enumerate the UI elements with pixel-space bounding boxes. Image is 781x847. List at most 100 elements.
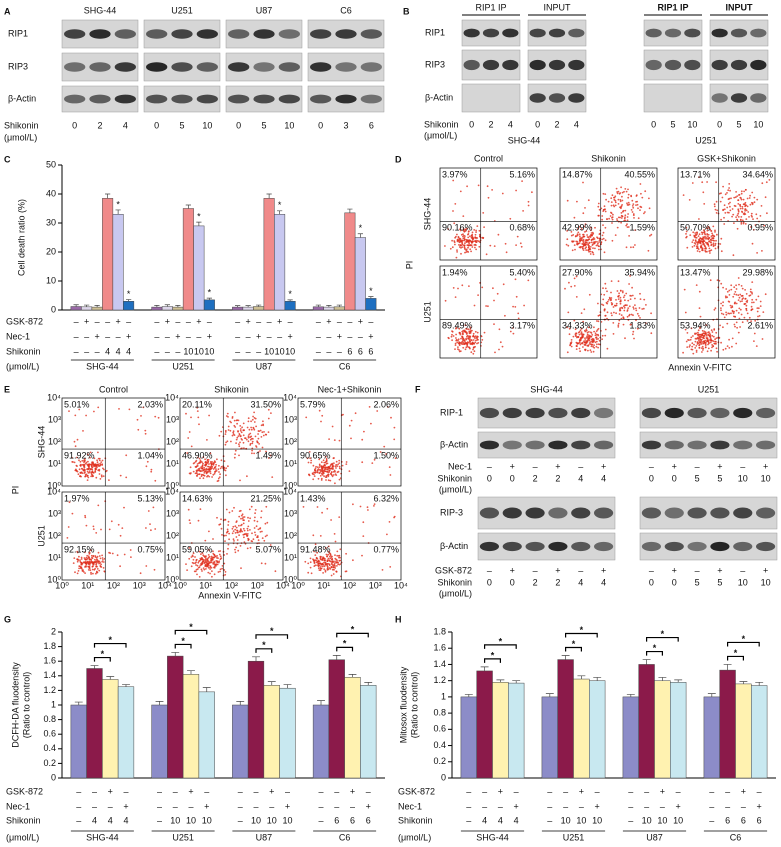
blot-band bbox=[571, 407, 591, 419]
event-dot bbox=[218, 464, 220, 467]
blot-band bbox=[664, 407, 684, 419]
event-dot bbox=[720, 309, 722, 312]
event-dot bbox=[606, 317, 608, 320]
event-dot bbox=[567, 311, 570, 314]
event-dot bbox=[234, 528, 237, 531]
event-dot bbox=[320, 461, 323, 464]
dose: 4 bbox=[601, 473, 606, 483]
event-dot bbox=[712, 242, 715, 245]
event-dot bbox=[575, 240, 578, 243]
event-dot bbox=[596, 343, 598, 346]
cell-line: U87 bbox=[256, 5, 273, 15]
event-dot bbox=[741, 321, 744, 324]
event-dot bbox=[712, 225, 715, 228]
y-tick-label: 10³ bbox=[284, 414, 297, 424]
event-dot bbox=[319, 474, 322, 477]
event-dot bbox=[684, 328, 687, 331]
event-dot bbox=[712, 245, 715, 248]
event-dot bbox=[224, 443, 227, 446]
event-dot bbox=[257, 437, 260, 440]
event-dot bbox=[621, 307, 624, 310]
event-dot bbox=[201, 467, 204, 470]
event-dot bbox=[235, 526, 238, 529]
event-dot bbox=[749, 203, 752, 206]
event-dot bbox=[702, 237, 704, 240]
event-dot bbox=[73, 557, 76, 559]
event-dot bbox=[682, 351, 684, 354]
significance-star: * bbox=[369, 286, 373, 296]
event-dot bbox=[643, 212, 645, 215]
event-dot bbox=[452, 335, 455, 337]
treatment-mark: – bbox=[547, 815, 552, 825]
event-dot bbox=[331, 475, 334, 478]
event-dot bbox=[207, 474, 209, 477]
treatment-mark: 10 bbox=[642, 815, 652, 825]
event-dot bbox=[630, 209, 633, 211]
error-bar bbox=[561, 655, 570, 660]
event-dot bbox=[505, 251, 508, 254]
event-dot bbox=[700, 347, 703, 349]
event-dot bbox=[695, 345, 698, 347]
treatment-mark: – bbox=[157, 801, 162, 811]
treatment-mark: – bbox=[123, 786, 128, 796]
event-dot bbox=[227, 429, 230, 431]
event-dot bbox=[90, 573, 92, 575]
y-tick-label: 0.6 bbox=[43, 729, 56, 739]
event-dot bbox=[707, 235, 709, 238]
event-dot bbox=[223, 562, 226, 565]
event-dot bbox=[334, 560, 336, 563]
event-dot bbox=[218, 476, 221, 478]
event-dot bbox=[705, 227, 708, 230]
event-dot bbox=[597, 202, 600, 205]
event-dot bbox=[335, 463, 338, 466]
event-dot bbox=[242, 441, 245, 444]
event-dot bbox=[699, 241, 702, 244]
event-dot bbox=[344, 570, 347, 573]
event-dot bbox=[459, 239, 462, 242]
event-dot bbox=[648, 197, 650, 200]
error-bar bbox=[545, 693, 554, 697]
event-dot bbox=[527, 279, 530, 282]
blot-band bbox=[482, 28, 500, 38]
event-dot bbox=[597, 302, 599, 305]
event-dot bbox=[214, 555, 217, 558]
event-dot bbox=[478, 229, 481, 232]
event-dot bbox=[597, 205, 600, 208]
event-dot bbox=[695, 284, 698, 286]
event-dot bbox=[711, 344, 713, 346]
event-dot bbox=[617, 326, 620, 328]
treatment-mark: – bbox=[116, 331, 121, 341]
event-dot bbox=[196, 469, 199, 471]
event-dot bbox=[206, 468, 209, 471]
treatment-mark: + bbox=[115, 316, 120, 326]
treatment-mark: – bbox=[74, 331, 79, 341]
event-dot bbox=[694, 340, 697, 343]
event-dot bbox=[631, 211, 634, 213]
event-dot bbox=[590, 226, 592, 229]
event-dot bbox=[708, 227, 710, 230]
event-dot bbox=[251, 452, 253, 455]
event-dot bbox=[335, 460, 338, 463]
x-tick-label: SHG-44 bbox=[86, 361, 119, 371]
event-dot bbox=[602, 287, 604, 290]
treatment-mark: + bbox=[188, 786, 193, 796]
event-dot bbox=[749, 194, 751, 197]
y-tick-label: 0 bbox=[51, 772, 56, 782]
event-dot bbox=[475, 339, 477, 342]
event-dot bbox=[595, 244, 598, 247]
event-dot bbox=[509, 217, 512, 220]
event-dot bbox=[735, 191, 737, 193]
event-dot bbox=[259, 450, 261, 452]
event-dot bbox=[710, 349, 712, 352]
event-dot bbox=[334, 465, 337, 468]
event-dot bbox=[242, 429, 245, 432]
blot-band bbox=[548, 93, 566, 103]
event-dot bbox=[632, 203, 635, 206]
event-dot bbox=[203, 568, 206, 571]
event-dot bbox=[756, 310, 759, 313]
treatment-mark: – bbox=[267, 316, 272, 326]
event-dot bbox=[196, 406, 199, 409]
event-dot bbox=[498, 348, 500, 351]
event-dot bbox=[359, 505, 362, 508]
event-dot bbox=[463, 230, 466, 232]
